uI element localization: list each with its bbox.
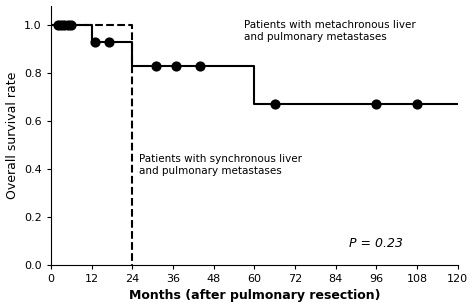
Point	[196, 63, 204, 68]
Point	[173, 63, 180, 68]
Point	[152, 63, 160, 68]
Text: Patients with synchronous liver
and pulmonary metastases: Patients with synchronous liver and pulm…	[139, 154, 302, 176]
Point	[54, 22, 62, 27]
Text: P = 0.23: P = 0.23	[349, 237, 403, 250]
Y-axis label: Overall survival rate: Overall survival rate	[6, 71, 18, 199]
Point	[373, 102, 380, 107]
Point	[413, 102, 421, 107]
X-axis label: Months (after pulmonary resection): Months (after pulmonary resection)	[128, 290, 380, 302]
Point	[91, 39, 99, 44]
Point	[64, 22, 72, 27]
Point	[271, 102, 279, 107]
Text: Patients with metachronous liver
and pulmonary metastases: Patients with metachronous liver and pul…	[244, 20, 416, 42]
Point	[105, 39, 112, 44]
Point	[57, 22, 65, 27]
Point	[61, 22, 68, 27]
Point	[67, 22, 75, 27]
